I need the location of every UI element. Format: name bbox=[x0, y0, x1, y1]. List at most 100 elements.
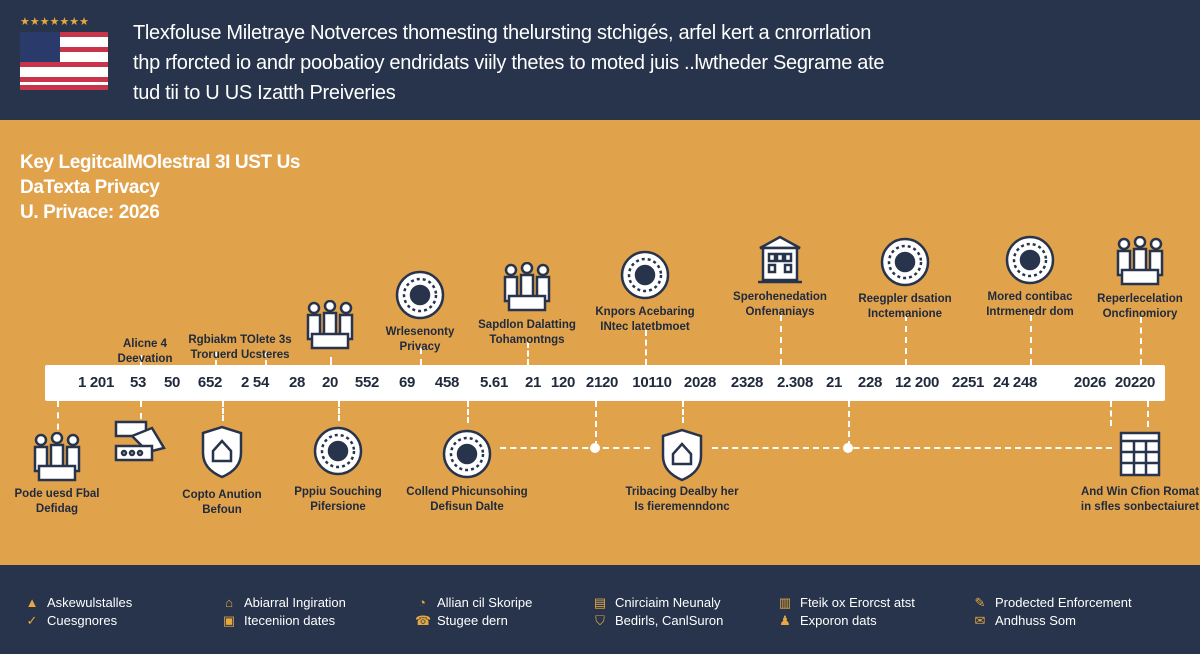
connector-line bbox=[595, 401, 597, 447]
timeline-year-label: 2251 bbox=[951, 374, 985, 391]
milestone-label-line: Defisun Dalte bbox=[430, 501, 504, 513]
legend-label: Abiarral Ingiration bbox=[244, 595, 346, 610]
legend-item: ▲ Askewulstalles bbox=[25, 595, 133, 610]
milestone-label-line: Is fieremenndonc bbox=[634, 501, 730, 513]
milestone-label: Wrlesenonty Privacy bbox=[386, 325, 455, 355]
legend-label: Bedirls, CanlSuron bbox=[615, 613, 724, 628]
shield-circuit-icon bbox=[199, 425, 245, 484]
milestone-label-line: Mored contibac bbox=[987, 291, 1073, 303]
connector-line bbox=[1110, 401, 1112, 426]
connector-line bbox=[140, 355, 142, 365]
timeline-year-label: 120 bbox=[550, 374, 576, 391]
timeline-year-label: 21 bbox=[825, 374, 843, 391]
connector-line bbox=[645, 330, 647, 365]
milestone-label: Reperlecelation Oncfinomiory bbox=[1097, 292, 1183, 322]
milestone-label-line: Pifersione bbox=[310, 501, 366, 513]
timeline-year-label: 552 bbox=[354, 374, 380, 391]
timeline-year-label: 69 bbox=[398, 374, 416, 391]
timeline-year-label: 12 200 bbox=[894, 374, 940, 391]
timeline-year-label: 50 bbox=[163, 374, 181, 391]
timeline-year-label: 228 bbox=[857, 374, 883, 391]
clock-icon: ◔ bbox=[418, 594, 426, 610]
connector-line bbox=[330, 357, 332, 365]
house-icon: ⌂ bbox=[225, 594, 233, 610]
legend-label: Stugee dern bbox=[437, 613, 508, 628]
legend-item: ▣ Iteceniion dates bbox=[222, 613, 335, 628]
connector-line bbox=[57, 401, 59, 441]
timeline-year-label: 10110 bbox=[632, 374, 672, 391]
header-line: thp rforcted io andr poobatioy endridats… bbox=[133, 52, 885, 74]
timeline-year-label: 2.308 bbox=[776, 374, 814, 391]
milestone-label-line: And Win Cfion Romat bbox=[1080, 486, 1200, 498]
milestone-label-line: Sperohenedation bbox=[733, 291, 827, 303]
timeline-year-label: 5.61 bbox=[480, 374, 508, 391]
pencil-icon: ✎ bbox=[974, 594, 986, 610]
milestone-label: Reegpler dsation Inctemanione bbox=[858, 292, 951, 322]
header-banner: ★★★★★★★ Tlexfoluse Miletraye Notverces t… bbox=[0, 0, 1200, 120]
milestone-label: Collend Phicunsohing Defisun Dalte bbox=[406, 485, 527, 515]
badge-seal-icon bbox=[1004, 234, 1056, 291]
milestone-label-line: Oncfinomiory bbox=[1102, 308, 1178, 320]
people-group-icon bbox=[302, 299, 358, 357]
timeline-year-label: 2120 bbox=[585, 374, 619, 391]
milestone-label: Sperohenedation Onfenaniays bbox=[733, 290, 827, 320]
timeline-year-label: 1 201 bbox=[77, 374, 115, 391]
legend-item: ✉ Andhuss Som bbox=[973, 613, 1076, 628]
legend-label: Exporon dats bbox=[800, 613, 877, 628]
page-title: Key LegitcalMOlestral 3I UST Us DaTexta … bbox=[20, 150, 300, 225]
milestone-label-line: Rgbiakm TOlete 3s bbox=[188, 334, 292, 346]
milestone-label-line: Privacy bbox=[399, 341, 441, 353]
legend-label: Allian cil Skoripe bbox=[437, 595, 533, 610]
connector-line bbox=[420, 348, 422, 365]
connector-line bbox=[215, 352, 217, 365]
legend-item: ⛉ Bedirls, CanlSuron bbox=[593, 613, 723, 628]
timeline-year-label: 20220 bbox=[1114, 374, 1156, 391]
milestone-label: Sapdlon Dalatting Tohamontngs bbox=[478, 318, 576, 348]
people-money-icon bbox=[1112, 235, 1168, 293]
timeline-section bbox=[0, 120, 1200, 565]
milestone-label: Copto Anution Befoun bbox=[182, 488, 261, 518]
milestone-label-line: Troruerd Ucsteres bbox=[190, 349, 290, 361]
milestone-label-line: Reegpler dsation bbox=[858, 293, 952, 305]
timeline-dot bbox=[590, 443, 600, 453]
connector-line bbox=[1140, 317, 1142, 365]
legend-label: Prodected Enforcement bbox=[995, 595, 1132, 610]
shield-badge-icon: ⛉ bbox=[595, 612, 605, 628]
timeline-year-label: 20 bbox=[321, 374, 339, 391]
connector-line bbox=[140, 401, 142, 419]
svg-text:★★★★★★★: ★★★★★★★ bbox=[20, 16, 89, 28]
timeline-year-label: 2026 bbox=[1073, 374, 1107, 391]
footer-legend: ▲ Askewulstalles ✓ Cuesgnores ⌂ Abiarral Ingi… bbox=[0, 565, 1200, 654]
legend-label: Andhuss Som bbox=[995, 613, 1076, 628]
legend-label: Iteceniion dates bbox=[244, 613, 336, 628]
milestone-label: Rgbiakm TOlete 3s Troruerd Ucsteres bbox=[188, 333, 291, 363]
network-chip-icon bbox=[879, 236, 931, 293]
document-icon: ▣ bbox=[222, 612, 236, 628]
milestone-label-line: in sfles sonbectaiuret bbox=[1080, 501, 1200, 513]
printer-icon: ▥ bbox=[778, 594, 792, 610]
connector-line bbox=[1030, 315, 1032, 365]
hand-card-icon bbox=[112, 418, 168, 471]
timeline-year-label: 458 bbox=[434, 374, 460, 391]
connector-line bbox=[338, 401, 340, 421]
connector-line bbox=[222, 401, 224, 421]
connector-line bbox=[712, 447, 1112, 449]
milestone-label-line: Tribacing Dealby her bbox=[625, 486, 739, 498]
header-line: tud tii to U US Izatth Preiveries bbox=[133, 82, 396, 104]
check-icon: ✓ bbox=[26, 612, 38, 628]
legend-item: ◔ Allian cil Skoripe bbox=[415, 595, 532, 610]
seal-emblem-icon bbox=[394, 269, 446, 326]
calendar-icon bbox=[1118, 428, 1162, 483]
connector-line bbox=[527, 342, 529, 365]
milestone-label: Pppiu Souching Pifersione bbox=[294, 485, 382, 515]
milestone-label-line: INtec latetbmoet bbox=[600, 321, 690, 333]
milestone-label-line: Befoun bbox=[202, 504, 242, 516]
connector-line bbox=[848, 401, 850, 447]
government-building-icon bbox=[755, 234, 805, 291]
envelope-icon: ✉ bbox=[974, 612, 986, 628]
timeline-year-label: 2028 bbox=[683, 374, 717, 391]
milestone-label: Alicne 4 Deevation bbox=[118, 337, 173, 367]
seal-people-icon bbox=[29, 431, 85, 489]
connector-line bbox=[905, 315, 907, 365]
legend-label: Cuesgnores bbox=[47, 613, 118, 628]
